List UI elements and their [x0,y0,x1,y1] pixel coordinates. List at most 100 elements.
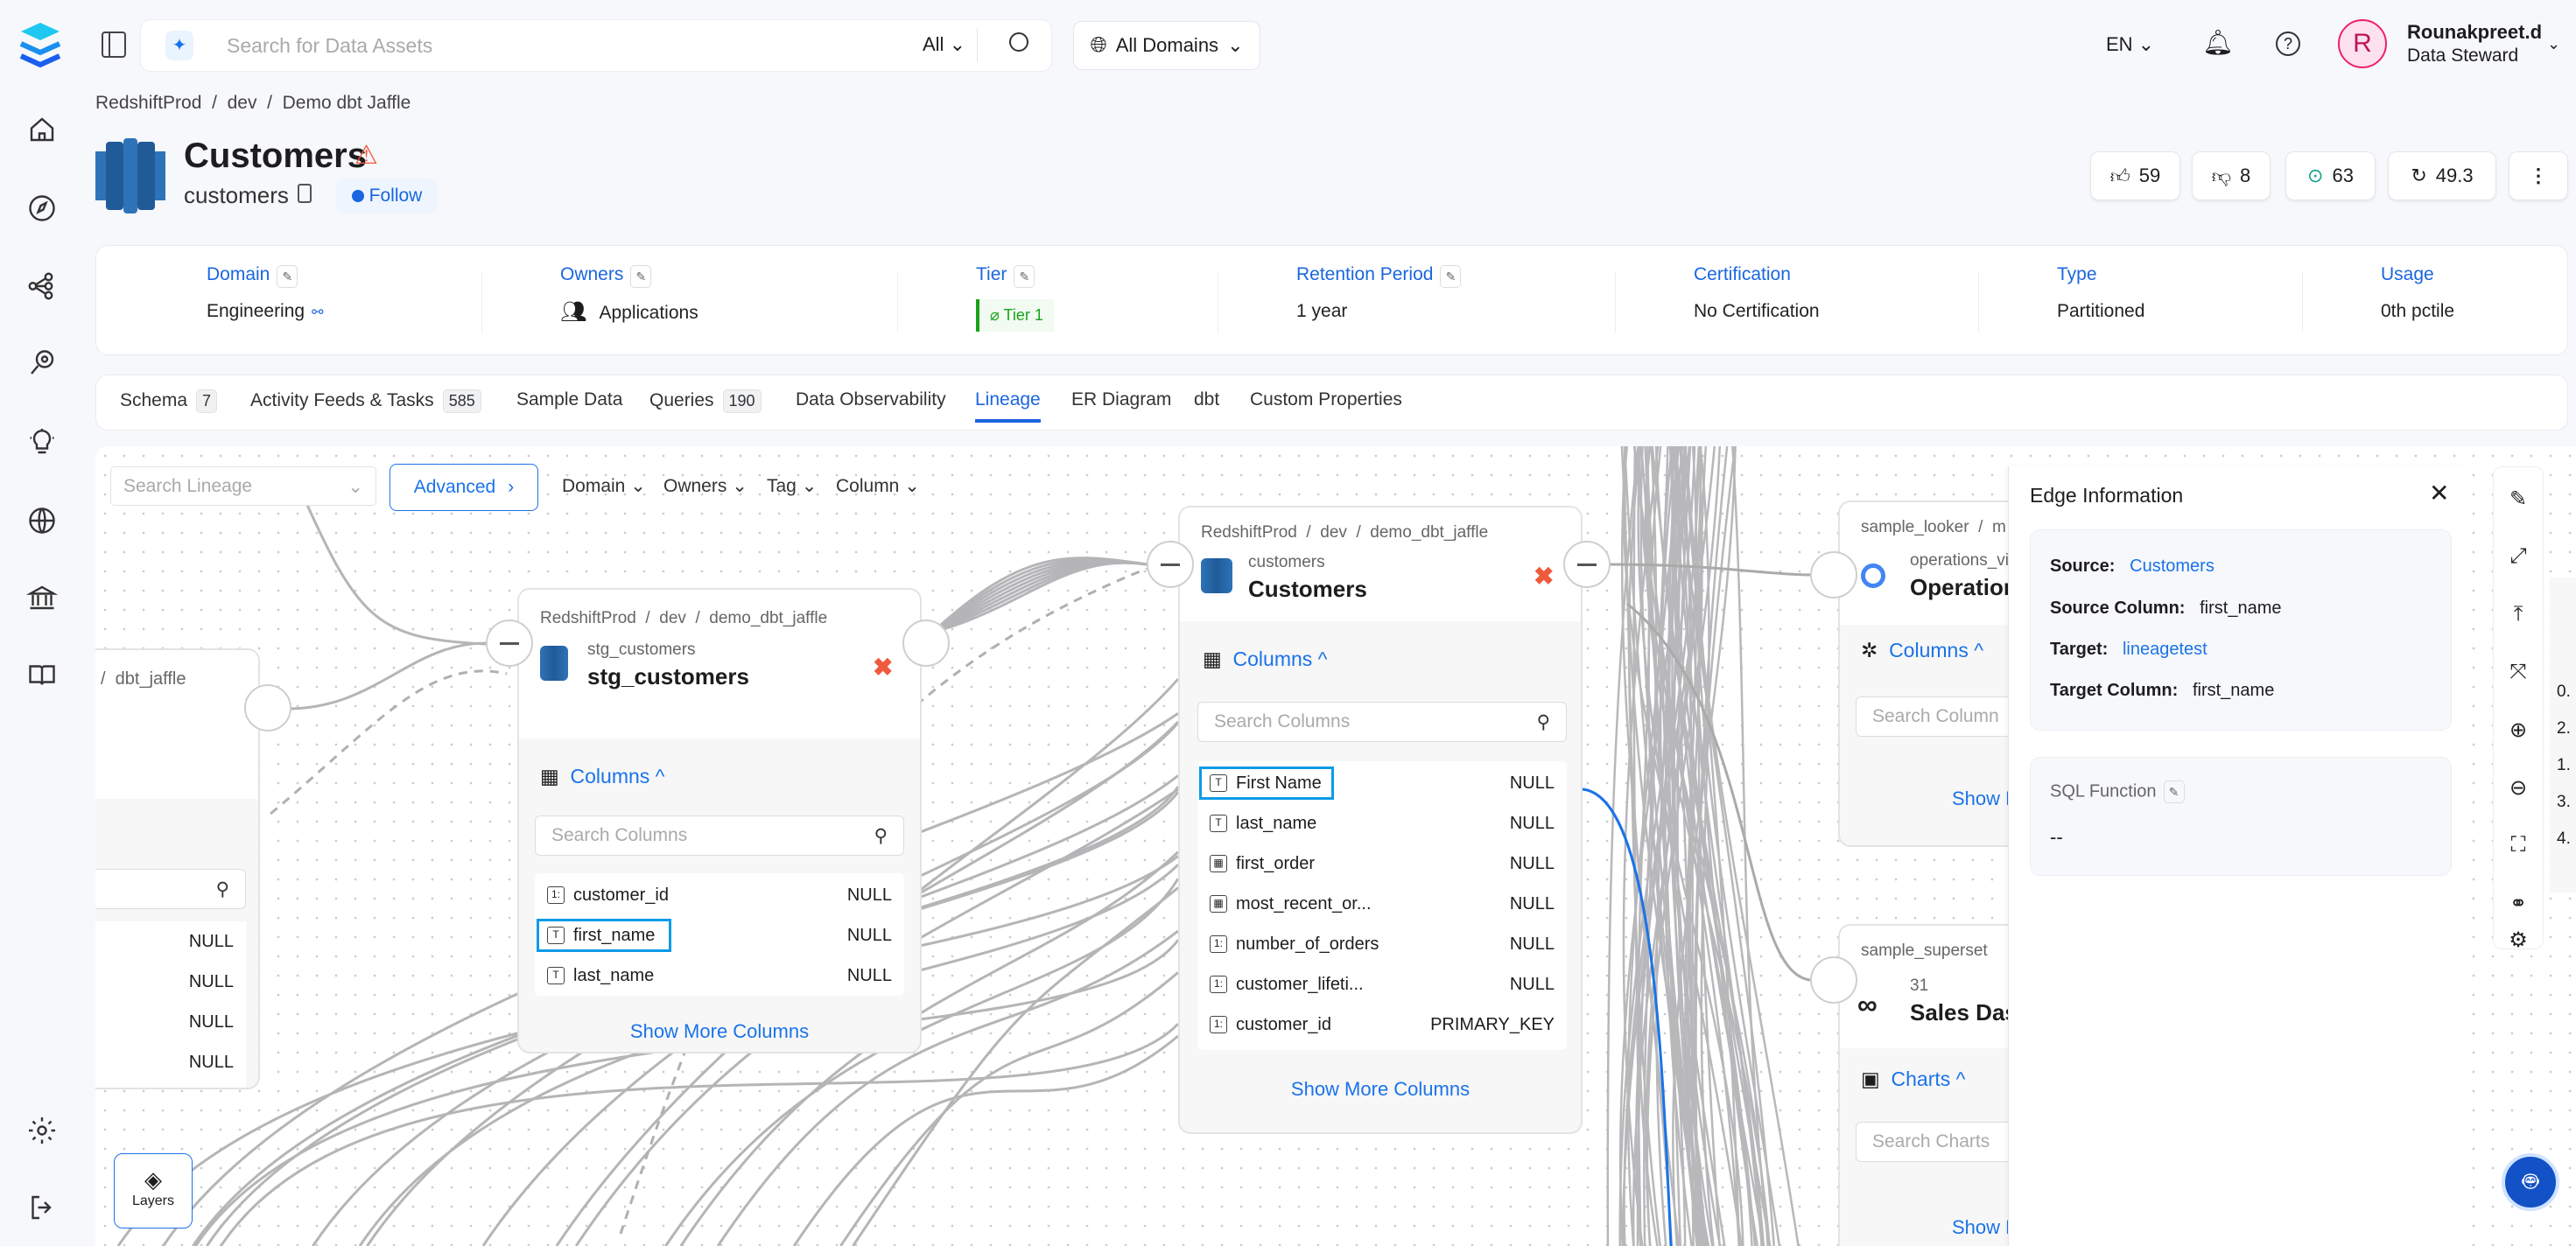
layers-button[interactable]: ◈ Layers [114,1153,193,1228]
lineage-icon[interactable] [21,265,63,307]
lineage-edge[interactable] [792,1034,1179,1246]
settings-icon[interactable] [21,1110,63,1152]
lineage-edge[interactable] [1632,446,1702,1246]
zoom-in-icon[interactable]: ⊕ [2509,718,2528,742]
help-icon[interactable]: ? [2276,32,2300,56]
filter-owners[interactable]: Owners ⌄ [663,476,748,496]
language-select[interactable]: EN ⌄ [2106,33,2155,55]
edit-icon[interactable]: ✎ [277,264,298,288]
user-menu-chevron-icon[interactable]: ⌄ [2547,35,2561,52]
expand-handle[interactable] [244,684,291,732]
lineage-node-left[interactable]: / dbt_jaffle ⚲ NULL NULL NULL NULL [95,648,260,1089]
version-history-button[interactable]: ↻ 49.3 [2388,151,2496,200]
column-row[interactable]: NULL [188,971,234,991]
filter-tag[interactable]: Tag ⌄ [767,476,818,496]
avatar[interactable]: R [2338,19,2387,68]
search-lineage-select[interactable]: Search Lineage ⌄ [110,466,376,506]
target-link[interactable]: lineagetest [2122,640,2207,659]
settings-icon[interactable]: ⚙ [2509,928,2528,952]
tab-lineage[interactable]: Lineage [975,389,1041,423]
search-columns-input[interactable]: Search Columns ⚲ [535,816,904,856]
edit-icon[interactable]: ✎ [1440,264,1462,288]
search-columns-input[interactable]: ⚲ [95,869,246,909]
tab-er-diagram[interactable]: ER Diagram [1071,389,1172,410]
lineage-edge[interactable] [1639,446,1687,1246]
lineage-edge[interactable] [1606,446,1639,1246]
column-row[interactable]: ▦ most_recent_or... NULL [1197,884,1567,924]
lineage-edge[interactable] [1674,446,1695,1246]
zoom-out-icon[interactable]: ⊖ [2509,775,2528,800]
column-row[interactable]: T First Name NULL [1197,763,1567,803]
domain-select[interactable]: 🌐︎ All Domains ⌄ [1073,21,1260,70]
edit-icon[interactable]: ✎ [2509,486,2528,511]
edit-icon[interactable]: ✎ [630,264,652,288]
glossary-book-icon[interactable] [21,654,63,696]
chatbot-button[interactable]: 🤖︎ [2502,1153,2559,1211]
lineage-edge[interactable] [1672,446,1737,1246]
global-search-bar[interactable]: ✦ Search for Data Assets All ⌄ [140,19,1052,72]
columns-toggle[interactable]: ▦ Columns ^ [1203,648,1328,670]
export-upload-icon[interactable]: ⤒ [2513,602,2523,626]
lineage-edge[interactable] [1618,446,1688,1246]
lineage-edge[interactable] [1684,446,1800,1246]
search-columns-input[interactable]: Search Columns ⚲ [1197,702,1567,742]
expand-downstream-handle[interactable] [902,620,950,667]
follow-button[interactable]: Follow [336,178,438,214]
user-name[interactable]: Rounakpreet.d [2407,21,2543,43]
explore-compass-icon[interactable] [21,187,63,229]
edit-sql-icon[interactable]: ✎ [2163,780,2185,803]
tab-activity-feeds[interactable]: Activity Feeds & Tasks 585 [250,389,481,413]
filter-column[interactable]: Column ⌄ [836,476,920,496]
lineage-edge[interactable] [1582,788,1673,1246]
column-row[interactable]: 1: customer_id NULL [535,875,904,915]
tab-queries[interactable]: Queries 190 [649,389,762,413]
lineage-edge[interactable] [839,971,1179,1246]
upvote-button[interactable]: 👍︎ 59 [2090,151,2180,200]
lineage-edge[interactable] [1623,446,1711,1246]
column-row[interactable]: NULL [188,1052,234,1072]
show-more-columns[interactable]: Show More Columns [629,1020,810,1042]
fullscreen-icon[interactable]: ⛶ [2510,833,2526,857]
tab-custom-properties[interactable]: Custom Properties [1250,389,1402,410]
columns-toggle[interactable]: ✲ Columns ^ [1861,639,1984,662]
filter-domain[interactable]: Domain ⌄ [562,476,646,496]
domain-link-icon[interactable]: ⚯ [312,305,324,320]
observability-icon[interactable] [21,342,63,384]
lineage-edge[interactable] [1655,446,1679,1246]
tab-data-observability[interactable]: Data Observability [796,389,946,410]
insights-bulb-icon[interactable] [21,421,63,463]
column-row[interactable]: NULL [188,1012,234,1032]
tier-tag[interactable]: ⌀ Tier 1 [976,299,1054,332]
lineage-edge[interactable] [664,878,1180,1246]
alert-siren-icon[interactable]: ⚠︎ [354,141,378,170]
lineage-edge[interactable] [1637,446,1744,1246]
lineage-edge[interactable] [1643,446,1658,1246]
lineage-edge[interactable] [716,929,1179,1246]
lineage-edge[interactable] [1626,446,1680,1246]
columns-toggle[interactable]: ▦ Columns ^ [540,765,665,788]
fit-view-icon[interactable]: ⤧ [2509,660,2527,683]
lineage-edge[interactable] [1664,446,1693,1246]
close-icon[interactable]: ✕ [2429,480,2450,507]
lineage-node-customers[interactable]: RedshiftProd / dev / demo_dbt_jaffle cus… [1178,506,1583,1134]
tab-dbt[interactable]: dbt [1194,389,1220,410]
lineage-node-stg-customers[interactable]: RedshiftProd / dev / demo_dbt_jaffle stg… [517,588,922,1054]
breadcrumb-item[interactable]: Demo dbt Jaffle [282,93,411,113]
advanced-button[interactable]: Advanced › [390,464,538,511]
lineage-edge[interactable] [287,641,487,710]
expand-handle[interactable] [1810,956,1857,1004]
breadcrumb-item[interactable]: dev [227,93,257,113]
lineage-edge[interactable] [1636,446,1669,1246]
home-icon[interactable] [21,108,63,150]
lineage-edge[interactable] [295,480,487,646]
lineage-edge[interactable] [679,850,1180,1246]
app-logo[interactable] [16,21,65,70]
logout-icon[interactable] [21,1186,63,1228]
lineage-edge[interactable] [1609,563,1811,577]
lineage-edge[interactable] [220,1023,1180,1246]
expand-handle[interactable] [1810,551,1857,598]
column-row[interactable]: 1: number_of_orders NULL [1197,924,1567,964]
search-icon[interactable] [1009,32,1028,52]
collapse-upstream-handle[interactable] [1147,541,1194,588]
lineage-edge[interactable] [1683,446,1741,1246]
